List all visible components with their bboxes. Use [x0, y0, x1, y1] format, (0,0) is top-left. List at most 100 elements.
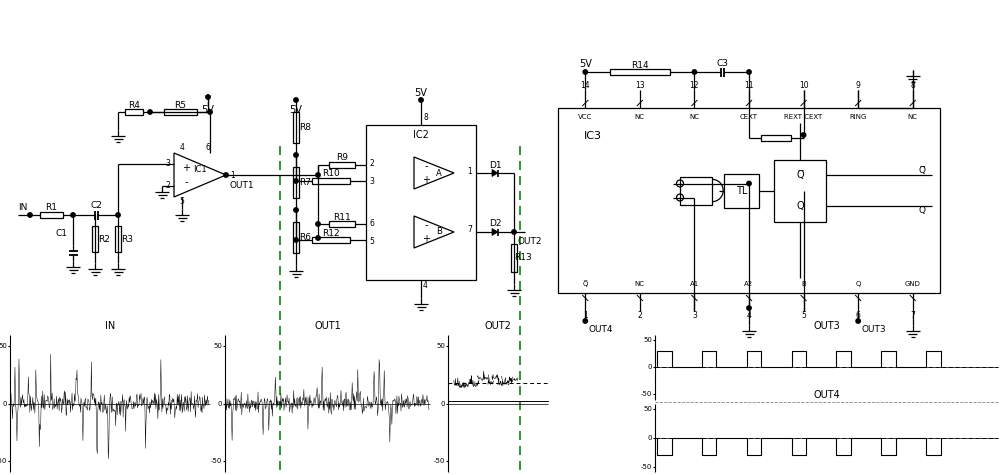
Text: IC2: IC2 [413, 130, 429, 140]
Circle shape [692, 70, 697, 74]
Text: R12: R12 [322, 228, 340, 238]
Text: Q̅: Q̅ [583, 281, 588, 287]
Text: -50: -50 [434, 458, 445, 464]
Text: R4: R4 [128, 101, 140, 110]
Circle shape [512, 230, 516, 234]
Text: -50: -50 [211, 458, 222, 464]
Text: C1: C1 [55, 229, 67, 238]
Bar [558, 108, 940, 293]
Text: +: + [422, 234, 430, 244]
Bar [329, 162, 355, 168]
Text: OUT1: OUT1 [314, 321, 341, 331]
Circle shape [316, 173, 320, 177]
Text: 50: 50 [436, 343, 445, 349]
Text: 5: 5 [180, 198, 184, 207]
Text: 50: 50 [643, 337, 652, 343]
Text: GND: GND [905, 281, 921, 287]
Text: 5V: 5V [290, 105, 302, 115]
Text: TL: TL [736, 186, 747, 196]
Text: Q: Q [796, 201, 804, 211]
Text: 5V: 5V [202, 105, 214, 115]
Bar [312, 178, 350, 184]
Text: 50: 50 [0, 343, 7, 349]
Text: -50: -50 [641, 391, 652, 398]
Circle shape [294, 208, 298, 212]
Text: 9: 9 [856, 80, 861, 89]
Text: +: + [422, 175, 430, 185]
Polygon shape [492, 228, 498, 236]
Circle shape [316, 236, 320, 240]
Text: R8: R8 [299, 123, 311, 132]
Text: R11: R11 [333, 212, 351, 221]
Text: A1: A1 [690, 281, 699, 287]
Bar [680, 177, 712, 205]
Circle shape [747, 70, 751, 74]
Bar [293, 113, 299, 142]
Text: -: - [184, 177, 188, 187]
Text: NC: NC [689, 114, 699, 120]
Text: Q̅: Q̅ [918, 165, 926, 174]
Text: R14: R14 [631, 60, 649, 69]
Text: 5: 5 [369, 237, 374, 246]
Text: OUT2: OUT2 [517, 237, 542, 246]
Text: OUT4: OUT4 [813, 390, 840, 399]
Text: R13: R13 [514, 254, 532, 263]
Text: 6: 6 [369, 218, 374, 228]
Text: CEXT: CEXT [740, 114, 758, 120]
Text: Q̅: Q̅ [796, 170, 804, 180]
Text: A: A [436, 169, 442, 178]
Text: 4: 4 [747, 312, 751, 321]
Bar [115, 226, 121, 252]
Bar [293, 222, 299, 253]
Text: 0: 0 [648, 435, 652, 441]
Text: -50: -50 [0, 458, 7, 464]
Text: 2: 2 [369, 160, 374, 169]
Circle shape [148, 110, 152, 114]
Text: Q: Q [855, 281, 861, 287]
Text: 5V: 5V [579, 59, 592, 69]
Bar [774, 160, 826, 221]
Text: R6: R6 [299, 233, 311, 242]
Polygon shape [492, 170, 498, 177]
Text: NC: NC [908, 114, 918, 120]
Text: R2: R2 [98, 235, 110, 244]
Text: OUT3: OUT3 [861, 324, 886, 333]
Text: Q: Q [918, 207, 926, 216]
Text: R10: R10 [322, 170, 340, 179]
Bar [92, 226, 98, 252]
Bar [329, 221, 355, 227]
Text: C3: C3 [717, 58, 729, 67]
Bar [164, 109, 196, 115]
Circle shape [224, 173, 228, 177]
Text: OUT1: OUT1 [229, 180, 254, 190]
Text: REXT CEXT: REXT CEXT [784, 114, 823, 120]
Text: A2: A2 [744, 281, 754, 287]
Text: B: B [436, 228, 442, 237]
Text: 11: 11 [744, 80, 754, 89]
Text: 8: 8 [910, 80, 915, 89]
Bar [366, 125, 476, 280]
Bar [761, 135, 791, 141]
Text: IN: IN [18, 202, 27, 211]
Circle shape [71, 213, 75, 217]
Circle shape [294, 179, 298, 183]
Circle shape [116, 213, 120, 217]
Text: IC1: IC1 [193, 164, 207, 173]
Text: OUT4: OUT4 [588, 324, 613, 333]
Text: 10: 10 [799, 80, 808, 89]
Circle shape [316, 222, 320, 226]
Text: B: B [801, 281, 806, 287]
Text: IC3: IC3 [584, 131, 602, 141]
Text: 0: 0 [218, 400, 222, 407]
Circle shape [801, 133, 806, 137]
Text: RING: RING [849, 114, 867, 120]
Text: 6: 6 [206, 143, 210, 152]
Bar [293, 167, 299, 198]
Text: R7: R7 [299, 178, 311, 187]
Text: 1: 1 [230, 171, 235, 180]
Text: R3: R3 [121, 235, 133, 244]
Text: 14: 14 [580, 80, 590, 89]
Text: R9: R9 [336, 153, 348, 162]
Text: 7: 7 [467, 226, 472, 235]
Text: 50: 50 [643, 406, 652, 412]
